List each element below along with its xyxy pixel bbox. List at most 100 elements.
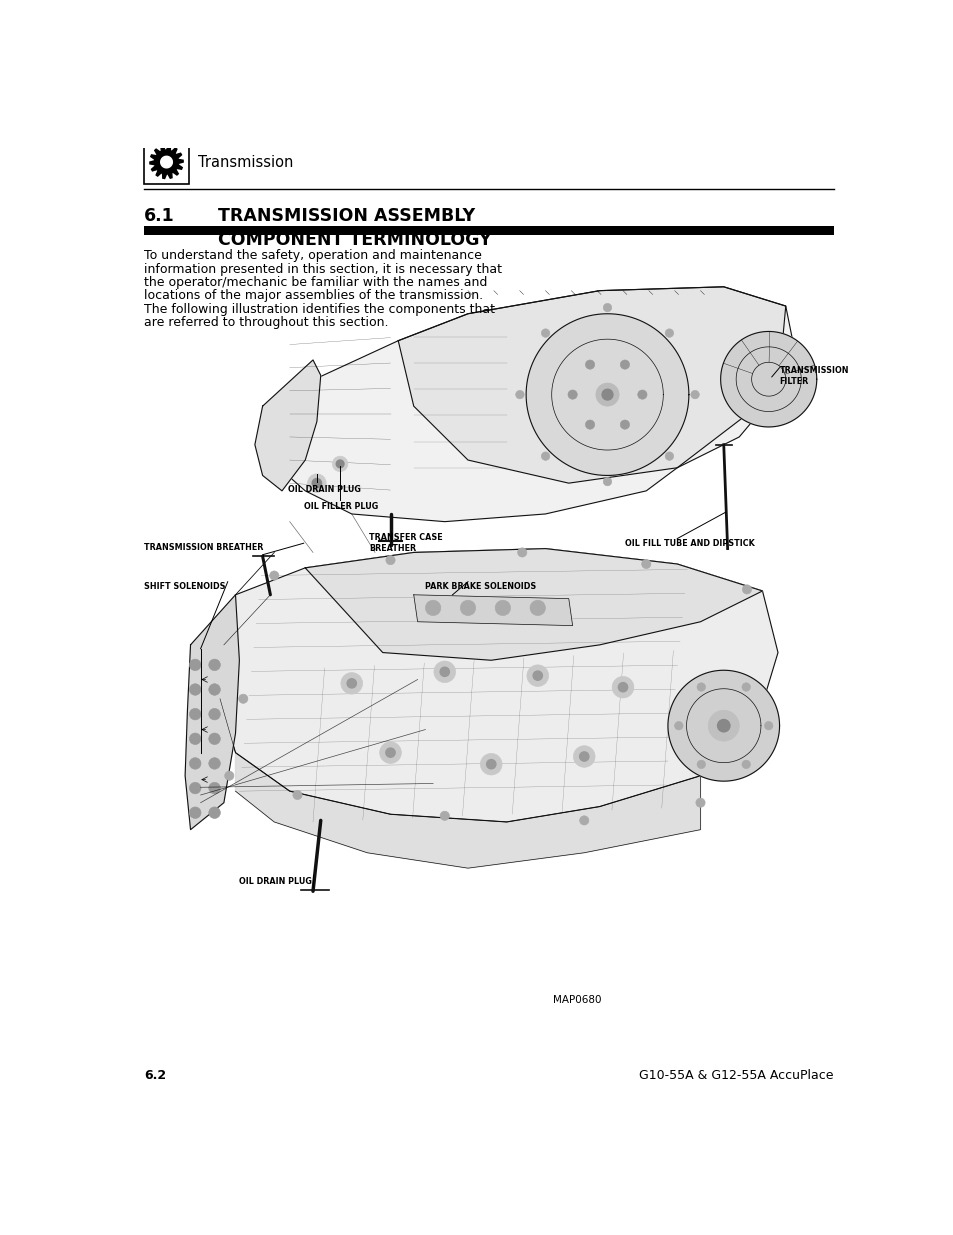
Text: are referred to throughout this section.: are referred to throughout this section. [144, 316, 388, 330]
Circle shape [585, 359, 594, 369]
Circle shape [238, 694, 248, 704]
Circle shape [530, 600, 545, 615]
Circle shape [439, 811, 449, 820]
Circle shape [741, 585, 751, 594]
Circle shape [379, 742, 401, 763]
Circle shape [293, 790, 302, 799]
Text: The following illustration identifies the components that: The following illustration identifies th… [144, 303, 495, 316]
Circle shape [312, 478, 321, 488]
Circle shape [190, 806, 201, 819]
Circle shape [495, 600, 510, 615]
Circle shape [459, 600, 476, 615]
Text: COMPONENT TERMINOLOGY: COMPONENT TERMINOLOGY [218, 231, 492, 248]
Circle shape [190, 684, 201, 695]
Circle shape [209, 684, 220, 695]
Circle shape [190, 757, 201, 769]
Circle shape [385, 556, 395, 564]
Circle shape [612, 677, 633, 698]
Text: the operator/mechanic be familiar with the names and: the operator/mechanic be familiar with t… [144, 275, 487, 289]
Text: 6.2: 6.2 [144, 1070, 166, 1082]
Text: TRANSMISSION BREATHER: TRANSMISSION BREATHER [144, 543, 263, 552]
Circle shape [641, 559, 650, 568]
Circle shape [190, 782, 201, 794]
Circle shape [517, 548, 526, 557]
Circle shape [618, 683, 627, 692]
Circle shape [486, 760, 496, 769]
Text: OIL DRAIN PLUG: OIL DRAIN PLUG [239, 877, 312, 887]
Circle shape [516, 390, 523, 399]
Circle shape [637, 390, 646, 399]
Circle shape [190, 709, 201, 720]
Circle shape [533, 671, 542, 680]
Polygon shape [235, 752, 700, 868]
Polygon shape [262, 287, 793, 521]
Circle shape [601, 389, 612, 400]
Circle shape [209, 709, 220, 720]
Polygon shape [160, 157, 172, 168]
Circle shape [763, 721, 772, 730]
Circle shape [697, 683, 705, 692]
FancyBboxPatch shape [144, 140, 189, 184]
Text: TRANSMISSION
FILTER: TRANSMISSION FILTER [779, 366, 848, 385]
Circle shape [340, 673, 362, 694]
Circle shape [579, 816, 588, 825]
Circle shape [697, 760, 705, 768]
Circle shape [664, 329, 673, 337]
Circle shape [209, 757, 220, 769]
Circle shape [347, 679, 356, 688]
Circle shape [385, 748, 395, 757]
Text: OIL FILLER PLUG: OIL FILLER PLUG [303, 503, 377, 511]
Text: Transmission: Transmission [198, 154, 294, 169]
Text: SHIFT SOLENOIDS: SHIFT SOLENOIDS [144, 582, 225, 590]
Circle shape [224, 771, 233, 781]
Text: TRANSMISSION ASSEMBLY: TRANSMISSION ASSEMBLY [218, 207, 476, 226]
Text: 6.1: 6.1 [144, 207, 174, 226]
Circle shape [664, 452, 673, 461]
Circle shape [332, 456, 348, 472]
Text: MAP0680: MAP0680 [553, 995, 601, 1005]
Text: TRANSFER CASE
BREATHER: TRANSFER CASE BREATHER [369, 534, 442, 553]
Circle shape [425, 600, 440, 615]
Circle shape [190, 659, 201, 671]
Polygon shape [150, 146, 183, 179]
Circle shape [602, 304, 611, 311]
Circle shape [717, 720, 729, 732]
Text: G10-55A & G12-55A AccuPlace: G10-55A & G12-55A AccuPlace [639, 1070, 833, 1082]
Polygon shape [667, 671, 779, 781]
Circle shape [707, 710, 739, 741]
Circle shape [602, 478, 611, 485]
Circle shape [573, 746, 595, 767]
Circle shape [567, 390, 577, 399]
Polygon shape [720, 331, 816, 427]
Circle shape [190, 734, 201, 745]
Circle shape [434, 661, 456, 683]
Circle shape [619, 359, 629, 369]
Polygon shape [414, 595, 572, 626]
Polygon shape [305, 548, 761, 661]
Circle shape [579, 752, 588, 761]
Circle shape [209, 659, 220, 671]
Circle shape [209, 806, 220, 819]
Circle shape [480, 753, 501, 776]
Circle shape [307, 474, 326, 493]
Circle shape [335, 461, 344, 468]
Circle shape [690, 390, 699, 399]
Circle shape [674, 721, 682, 730]
Text: PARK BRAKE SOLENOIDS: PARK BRAKE SOLENOIDS [425, 582, 536, 590]
Circle shape [526, 664, 548, 687]
Circle shape [439, 667, 449, 677]
Text: locations of the major assemblies of the transmission.: locations of the major assemblies of the… [144, 289, 482, 303]
Polygon shape [254, 359, 320, 490]
Circle shape [741, 760, 750, 768]
Polygon shape [220, 548, 778, 823]
Circle shape [695, 798, 704, 808]
Polygon shape [185, 595, 239, 830]
Circle shape [596, 383, 618, 406]
Text: To understand the safety, operation and maintenance: To understand the safety, operation and … [144, 249, 481, 262]
Circle shape [270, 571, 278, 580]
Bar [144, 226, 833, 235]
Circle shape [741, 683, 750, 692]
Circle shape [209, 782, 220, 794]
Circle shape [619, 420, 629, 430]
Circle shape [540, 452, 549, 461]
